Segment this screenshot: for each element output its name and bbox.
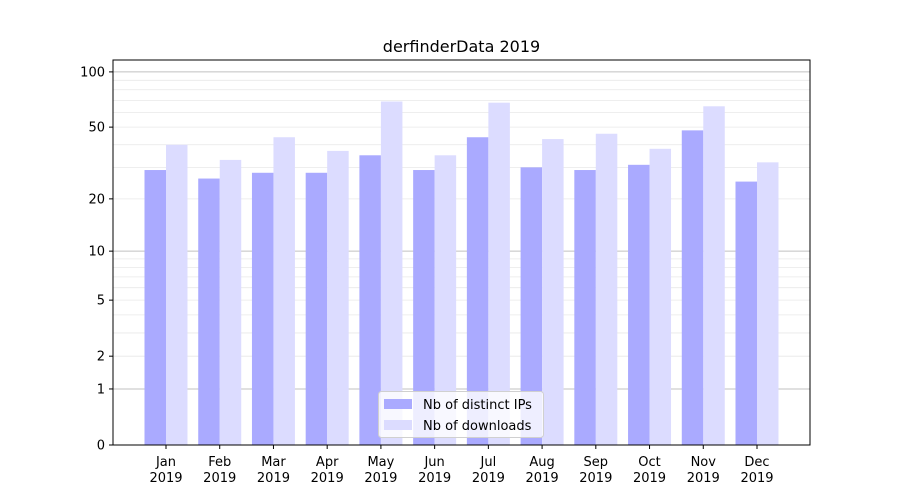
axes-frame bbox=[112, 59, 811, 446]
bar-downloads bbox=[166, 144, 188, 446]
bar-distinct-ips bbox=[198, 178, 220, 446]
bar-distinct-ips bbox=[413, 170, 435, 445]
y-tick-label: 20 bbox=[88, 192, 105, 207]
bar-downloads bbox=[649, 148, 672, 445]
legend-label: Nb of distinct IPs bbox=[423, 398, 532, 413]
bar-distinct-ips bbox=[144, 170, 166, 445]
bar-downloads bbox=[380, 101, 403, 446]
x-tick-label: Aug 2019 bbox=[526, 455, 559, 486]
legend-label: Nb of downloads bbox=[423, 419, 532, 434]
bar-downloads bbox=[542, 139, 564, 446]
bar-downloads bbox=[757, 162, 779, 445]
bar-downloads bbox=[219, 159, 242, 446]
y-tick-label: 2 bbox=[97, 350, 105, 365]
bar-distinct-ips bbox=[574, 170, 596, 445]
bar-distinct-ips bbox=[628, 164, 650, 445]
y-tick-label: 5 bbox=[97, 294, 105, 309]
y-tick-label: 10 bbox=[88, 245, 105, 260]
x-tick-label: Oct 2019 bbox=[633, 455, 666, 486]
bar-downloads bbox=[273, 137, 295, 446]
bar-distinct-ips bbox=[681, 130, 704, 445]
bar-distinct-ips bbox=[305, 172, 328, 445]
bar-distinct-ips bbox=[251, 172, 274, 445]
y-tick-label: 100 bbox=[80, 65, 105, 80]
y-tick-label: 50 bbox=[88, 121, 105, 136]
x-tick-label: May 2019 bbox=[364, 455, 397, 486]
chart-title: derfinderData 2019 bbox=[383, 37, 540, 56]
bar-distinct-ips bbox=[466, 137, 489, 446]
x-tick-label: Apr 2019 bbox=[311, 455, 344, 486]
x-tick-label: Jun 2019 bbox=[418, 455, 451, 486]
bars bbox=[144, 101, 779, 446]
legend-box bbox=[378, 391, 544, 438]
legend-swatch bbox=[384, 399, 412, 409]
x-tick-label: Dec 2019 bbox=[740, 455, 773, 486]
bar-downloads bbox=[703, 106, 725, 446]
bar-downloads bbox=[327, 150, 349, 445]
bar-distinct-ips bbox=[735, 181, 757, 445]
bar-distinct-ips bbox=[359, 155, 381, 445]
bar-downloads bbox=[595, 133, 618, 445]
bar-downloads bbox=[434, 155, 457, 445]
y-tick-label: 0 bbox=[97, 439, 105, 454]
legend-swatch bbox=[384, 420, 412, 430]
x-tick-label: Nov 2019 bbox=[687, 455, 720, 486]
legend: Nb of distinct IPs Nb of downloads bbox=[378, 391, 544, 438]
bar-distinct-ips bbox=[520, 167, 543, 446]
x-tick-label: Mar 2019 bbox=[257, 455, 290, 486]
x-axis: Jan 2019 Feb 2019 Mar 2019 Apr 2019 May 2019 Jun 20… bbox=[149, 445, 774, 486]
x-tick-label: Jan 2019 bbox=[149, 455, 182, 486]
y-axis: 0 1 2 5 10 20 50 100 bbox=[80, 65, 113, 454]
y-tick-label: 1 bbox=[97, 382, 105, 397]
x-tick-label: Feb 2019 bbox=[203, 455, 236, 486]
bar-downloads bbox=[488, 102, 510, 446]
x-tick-label: Jul 2019 bbox=[472, 455, 505, 486]
x-tick-label: Sep 2019 bbox=[579, 455, 612, 486]
